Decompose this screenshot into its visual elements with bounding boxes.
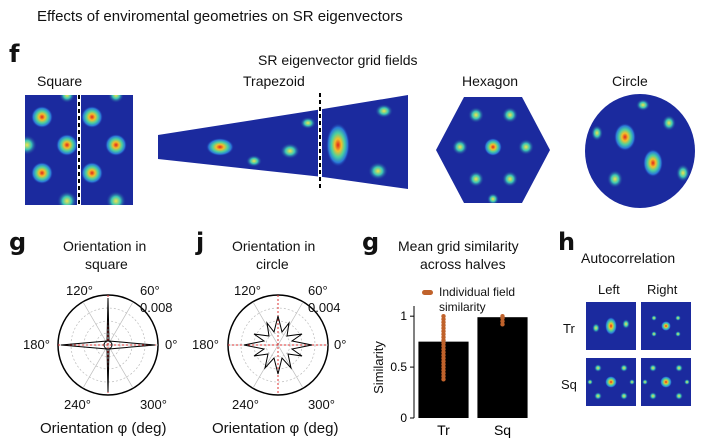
trapezoid-heatmap xyxy=(158,93,408,189)
polar-square-label-0: 0° xyxy=(165,337,178,352)
polar-circle-label-180: 180° xyxy=(192,337,219,352)
hexagon-heatmap xyxy=(436,97,550,203)
field-point-tr xyxy=(441,332,446,337)
panel-letter-g2: g xyxy=(362,228,380,256)
panel-letter-h: h xyxy=(558,228,576,256)
polar-circle-title-line1: Orientation in xyxy=(232,238,316,254)
polar-square-label-180: 180° xyxy=(23,337,50,352)
autocorr-tr-left xyxy=(586,302,636,350)
env-label-trapezoid: Trapezoid xyxy=(243,73,305,89)
field-point-tr xyxy=(441,316,446,322)
field-point-tr xyxy=(441,368,446,373)
field-point-tr xyxy=(441,356,446,361)
field-point-tr xyxy=(441,350,446,355)
field-point-tr xyxy=(441,347,446,352)
bar-chart: 0 0.5 1 Tr Sq xyxy=(390,306,528,438)
polar-circle-label-60: 60° xyxy=(308,283,328,298)
autocorr-title: Autocorrelation xyxy=(581,250,676,266)
polar-square-radius-label: 0.008 xyxy=(140,300,173,315)
field-point-tr xyxy=(441,371,446,376)
field-point-tr xyxy=(441,353,446,358)
polar-square-label-300: 300° xyxy=(140,397,167,412)
legend-label-line1: Individual field xyxy=(439,285,516,299)
polar-square-title-line1: Orientation in xyxy=(63,238,147,254)
x-tick-label: Sq xyxy=(494,422,511,438)
polar-circle-radius-label: 0.004 xyxy=(308,300,341,315)
circle-heatmap xyxy=(585,94,695,208)
polar-circle-label-120: 120° xyxy=(234,283,261,298)
field-point-tr xyxy=(441,344,446,349)
env-label-hexagon: Hexagon xyxy=(462,73,519,89)
field-point-tr xyxy=(441,313,446,319)
field-point-tr xyxy=(441,341,446,346)
bar-chart-title-line2: across halves xyxy=(420,256,506,272)
polar-square-xlabel: Orientation φ (deg) xyxy=(40,420,167,437)
field-point-tr xyxy=(441,329,446,334)
autocorr-row-sq: Sq xyxy=(561,377,577,392)
panel-f-title: SR eigenvector grid fields xyxy=(258,52,418,68)
polar-square-title-line2: square xyxy=(85,256,128,272)
field-point-tr xyxy=(441,335,446,340)
env-label-circle: Circle xyxy=(612,73,648,89)
polar-circle-label-300: 300° xyxy=(308,397,335,412)
polar-square-label-60: 60° xyxy=(140,283,160,298)
field-point-sq xyxy=(500,322,505,327)
x-tick-label: Tr xyxy=(437,422,450,438)
polar-circle-label-240: 240° xyxy=(232,397,259,412)
legend-label-line2: similarity xyxy=(439,300,486,314)
field-point-tr xyxy=(441,377,446,382)
legend-marker xyxy=(422,290,433,295)
polar-circle-label-0: 0° xyxy=(334,337,347,352)
field-point-tr xyxy=(441,359,446,364)
field-point-tr xyxy=(441,365,446,370)
polar-circle-xlabel: Orientation φ (deg) xyxy=(212,420,339,437)
page-title: Effects of enviromental geometries on SR… xyxy=(37,8,403,25)
autocorr-col-left: Left xyxy=(598,282,620,297)
polar-plot-square xyxy=(57,294,159,396)
bar-sq xyxy=(477,317,528,418)
panel-letter-j: j xyxy=(196,228,205,256)
field-point-sq xyxy=(500,319,505,324)
field-point-tr xyxy=(441,362,446,367)
polar-square-label-240: 240° xyxy=(64,397,91,412)
field-point-tr xyxy=(441,338,446,343)
panel-letter-f: f xyxy=(9,40,20,68)
field-point-tr xyxy=(441,323,446,328)
field-point-tr xyxy=(441,374,446,379)
field-point-sq xyxy=(500,313,505,319)
autocorr-col-right: Right xyxy=(647,282,678,297)
y-tick-label: 0 xyxy=(400,411,407,425)
polar-circle-title-line2: circle xyxy=(256,256,289,272)
polar-plot-circle xyxy=(227,294,329,396)
autocorr-sq-left xyxy=(586,358,636,406)
polar-square-label-120: 120° xyxy=(66,283,93,298)
autocorr-sq-right xyxy=(641,358,691,406)
autocorr-tr-right xyxy=(641,302,691,350)
panel-letter-g1: g xyxy=(9,228,27,256)
y-tick-label: 1 xyxy=(400,309,407,323)
bar-chart-title-line1: Mean grid similarity xyxy=(398,238,519,254)
field-point-tr xyxy=(441,326,446,331)
autocorr-row-tr: Tr xyxy=(563,321,575,336)
y-tick-label: 0.5 xyxy=(390,360,407,374)
square-heatmap xyxy=(25,95,133,205)
field-point-tr xyxy=(441,319,446,325)
env-label-square: Square xyxy=(37,73,83,89)
